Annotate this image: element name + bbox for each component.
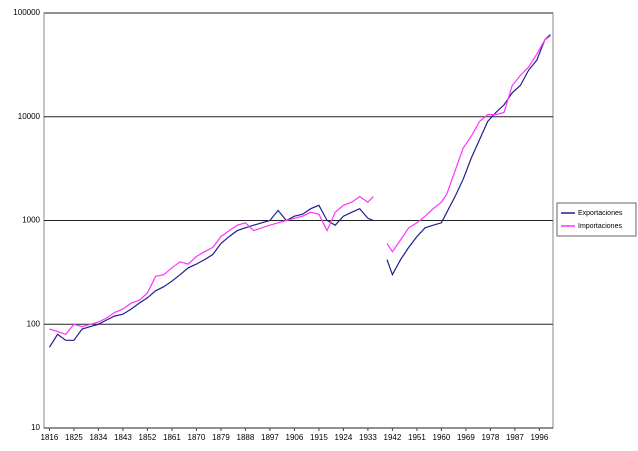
legend-label: Exportaciones	[578, 210, 623, 217]
x-tick-label: 1888	[237, 433, 255, 442]
x-tick-label: 1816	[41, 433, 59, 442]
y-tick-label: 1000	[22, 216, 40, 225]
x-tick-label: 1879	[212, 433, 230, 442]
x-tick-label: 1825	[65, 433, 83, 442]
x-tick-label: 1915	[310, 433, 328, 442]
x-tick-label: 1933	[359, 433, 377, 442]
x-tick-label: 1969	[457, 433, 475, 442]
x-tick-label: 1924	[335, 433, 353, 442]
x-tick-label: 1987	[506, 433, 524, 442]
x-tick-label: 1960	[433, 433, 451, 442]
x-tick-label: 1978	[481, 433, 499, 442]
x-tick-label: 1861	[163, 433, 181, 442]
legend-box	[556, 202, 637, 237]
series-line	[49, 35, 551, 335]
y-tick-label: 100	[27, 319, 41, 328]
x-tick-label: 1834	[90, 433, 108, 442]
x-tick-label: 1996	[530, 433, 548, 442]
x-tick-label: 1852	[139, 433, 157, 442]
x-tick-label: 1906	[286, 433, 304, 442]
x-tick-label: 1870	[188, 433, 206, 442]
y-tick-label: 10	[31, 423, 40, 432]
y-tick-label: 100000	[13, 8, 40, 17]
x-tick-label: 1942	[384, 433, 402, 442]
x-tick-label: 1843	[114, 433, 132, 442]
x-tick-label: 1897	[261, 433, 279, 442]
series-line	[48, 34, 551, 348]
legend-label: Importaciones	[578, 223, 622, 230]
y-tick-label: 10000	[18, 112, 41, 121]
x-tick-label: 1951	[408, 433, 426, 442]
